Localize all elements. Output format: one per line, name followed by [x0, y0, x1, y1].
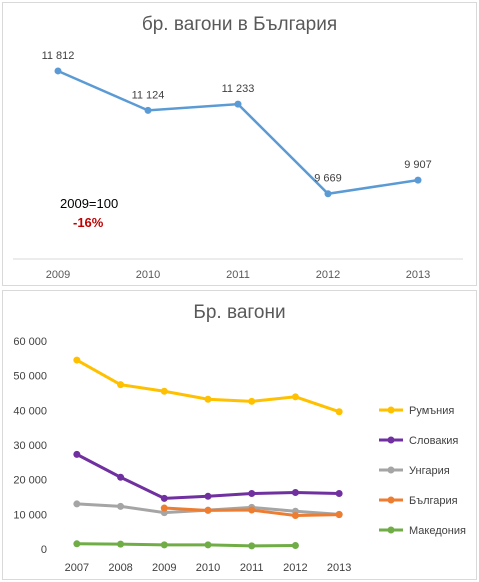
- legend-marker: [387, 436, 395, 444]
- data-point: [204, 492, 212, 500]
- data-point: [160, 541, 168, 549]
- series-line-Македония: [76, 542, 296, 548]
- data-point: [204, 506, 212, 514]
- line-chart-bulgaria: 2009 2010 2011 2012 2013 11 812 11 124 11 233 9 …: [13, 50, 463, 281]
- x-tick-label: 2008: [108, 562, 132, 574]
- x-tick-label: 2010: [136, 269, 160, 281]
- data-label: 11 124: [132, 89, 165, 101]
- data-point: [324, 190, 332, 198]
- data-point: [73, 356, 81, 364]
- y-tick-label: 20 000: [13, 475, 47, 487]
- legend-label: Македония: [409, 525, 466, 537]
- x-tick-label: 2013: [327, 562, 351, 574]
- data-point: [335, 408, 343, 416]
- x-tick-label: 2011: [240, 562, 264, 574]
- x-tick-label: 2009: [152, 562, 176, 574]
- chart-panel-bulgaria: бр. вагони в България 2009 2010 2011 2012 20…: [2, 2, 477, 286]
- data-point: [117, 473, 125, 481]
- data-label: 11 812: [42, 50, 75, 62]
- data-point: [144, 106, 152, 114]
- x-tick-label: 2012: [283, 562, 307, 574]
- y-tick-label: 30 000: [13, 440, 47, 452]
- legend-marker: [387, 496, 395, 504]
- x-tick-label: 2011: [226, 269, 250, 281]
- legend-marker: [387, 466, 395, 474]
- series-line-Румъния: [76, 358, 340, 414]
- y-tick-label: 60 000: [13, 336, 47, 348]
- data-point: [291, 511, 299, 519]
- line-chart-countries: 0 10 000 20 000 30 000 40 000 50 000 60 000 200…: [13, 336, 466, 574]
- data-point: [248, 490, 256, 498]
- chart-panel-countries: Бр. вагони 0 10 000 20 000 30 000 40 000 50 0…: [2, 290, 477, 580]
- data-point: [54, 67, 62, 75]
- data-point: [248, 506, 256, 514]
- data-point: [335, 511, 343, 519]
- change-percent: -16%: [73, 215, 104, 230]
- data-point: [117, 540, 125, 548]
- data-point: [414, 176, 422, 184]
- data-label: 11 233: [222, 83, 255, 95]
- data-point: [291, 393, 299, 401]
- data-point: [204, 395, 212, 403]
- data-point: [291, 488, 299, 496]
- data-label: 9 907: [404, 159, 432, 171]
- legend-label: Словакия: [409, 435, 458, 447]
- data-point: [234, 100, 242, 108]
- legend-label: България: [409, 495, 458, 507]
- data-point: [204, 541, 212, 549]
- legend-label: Румъния: [409, 405, 454, 417]
- data-point: [117, 502, 125, 510]
- series-line-Словакия: [76, 453, 340, 500]
- data-point: [73, 500, 81, 508]
- x-tick-label: 2012: [316, 269, 340, 281]
- data-point: [160, 387, 168, 395]
- legend-marker: [387, 526, 395, 534]
- x-tick-label: 2010: [196, 562, 220, 574]
- data-point: [73, 450, 81, 458]
- data-point: [73, 540, 81, 548]
- data-point: [160, 494, 168, 502]
- x-tick-label: 2009: [46, 269, 70, 281]
- legend-label: Унгария: [409, 465, 450, 477]
- x-tick-label: 2007: [65, 562, 89, 574]
- x-tick-label: 2013: [406, 269, 430, 281]
- data-point: [117, 381, 125, 389]
- y-tick-label: 40 000: [13, 405, 47, 417]
- base-year-note: 2009=100: [60, 196, 119, 211]
- y-tick-label: 10 000: [13, 509, 47, 521]
- data-label: 9 669: [314, 173, 342, 185]
- data-point: [160, 504, 168, 512]
- data-point: [335, 490, 343, 498]
- data-point: [248, 542, 256, 550]
- y-tick-label: 50 000: [13, 371, 47, 383]
- data-point: [291, 542, 299, 550]
- y-tick-label: 0: [41, 544, 47, 556]
- legend-marker: [387, 406, 395, 414]
- data-point: [248, 397, 256, 405]
- chart-title: бр. вагони в България: [141, 14, 338, 35]
- chart-title: Бр. вагони: [193, 302, 286, 323]
